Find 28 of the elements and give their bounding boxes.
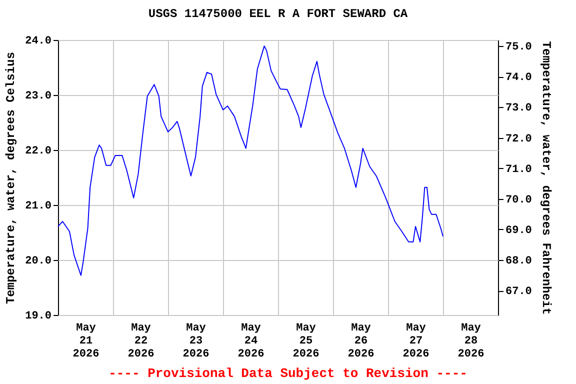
text: ---- Provisional Data Subject to Revision ---- — [108, 366, 468, 381]
x-tick-label: May 23 2026 — [182, 322, 210, 360]
y2-tick-label: 68.0 — [506, 256, 532, 268]
y2-tick-label: 69.0 — [506, 224, 532, 237]
x-tick-label: May 27 2026 — [402, 322, 430, 360]
y2-tick-label: 74.0 — [506, 72, 532, 84]
y2-tick-label: 70.0 — [506, 194, 532, 206]
chart-title: USGS 11475000 EEL R A FORT SEWARD CA — [148, 7, 408, 21]
x-tick-label: May 21 2026 — [72, 322, 100, 360]
x-tick-label: May 25 2026 — [292, 322, 320, 360]
y2-tick-label: 67.0 — [506, 286, 532, 298]
y2-tick-label: 73.0 — [506, 102, 532, 115]
y-tick-label: 24.0 — [25, 36, 52, 48]
y-tick-label: 20.0 — [25, 256, 52, 268]
x-tick-label: May 22 2026 — [128, 322, 154, 360]
x-tick-label: May 26 2026 — [348, 322, 374, 360]
x-tick-label: May 24 2026 — [238, 322, 264, 360]
y2-tick-label: 71.0 — [506, 164, 532, 176]
x-tick-label: May 28 2026 — [458, 322, 484, 360]
y-tick-label: 21.0 — [25, 200, 52, 212]
y-axis-title: Temperature, water, degrees Celsius — [4, 52, 18, 304]
line-series — [58, 46, 444, 276]
y2-tick-label: 75.0 — [506, 42, 532, 54]
y-tick-label: 22.0 — [25, 146, 52, 158]
y-tick-label: 23.0 — [25, 90, 52, 102]
y-tick-label: 19.0 — [25, 310, 52, 322]
y2-tick-label: 72.0 — [506, 133, 532, 146]
y2-axis-title: Temperature, water, degrees Fahrenheit — [538, 41, 553, 315]
